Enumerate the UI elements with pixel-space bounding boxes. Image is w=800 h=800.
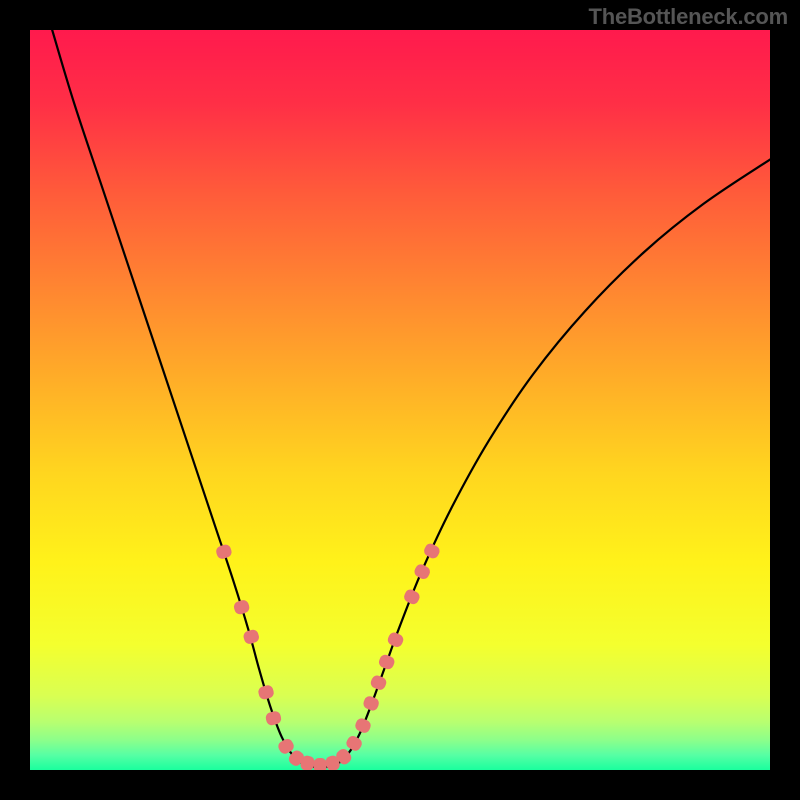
chart-container: TheBottleneck.com: [0, 0, 800, 800]
gradient-background: [30, 30, 770, 770]
plot-area: [30, 30, 770, 770]
plot-svg: [30, 30, 770, 770]
curve-marker: [314, 759, 326, 770]
watermark-label: TheBottleneck.com: [588, 4, 788, 30]
